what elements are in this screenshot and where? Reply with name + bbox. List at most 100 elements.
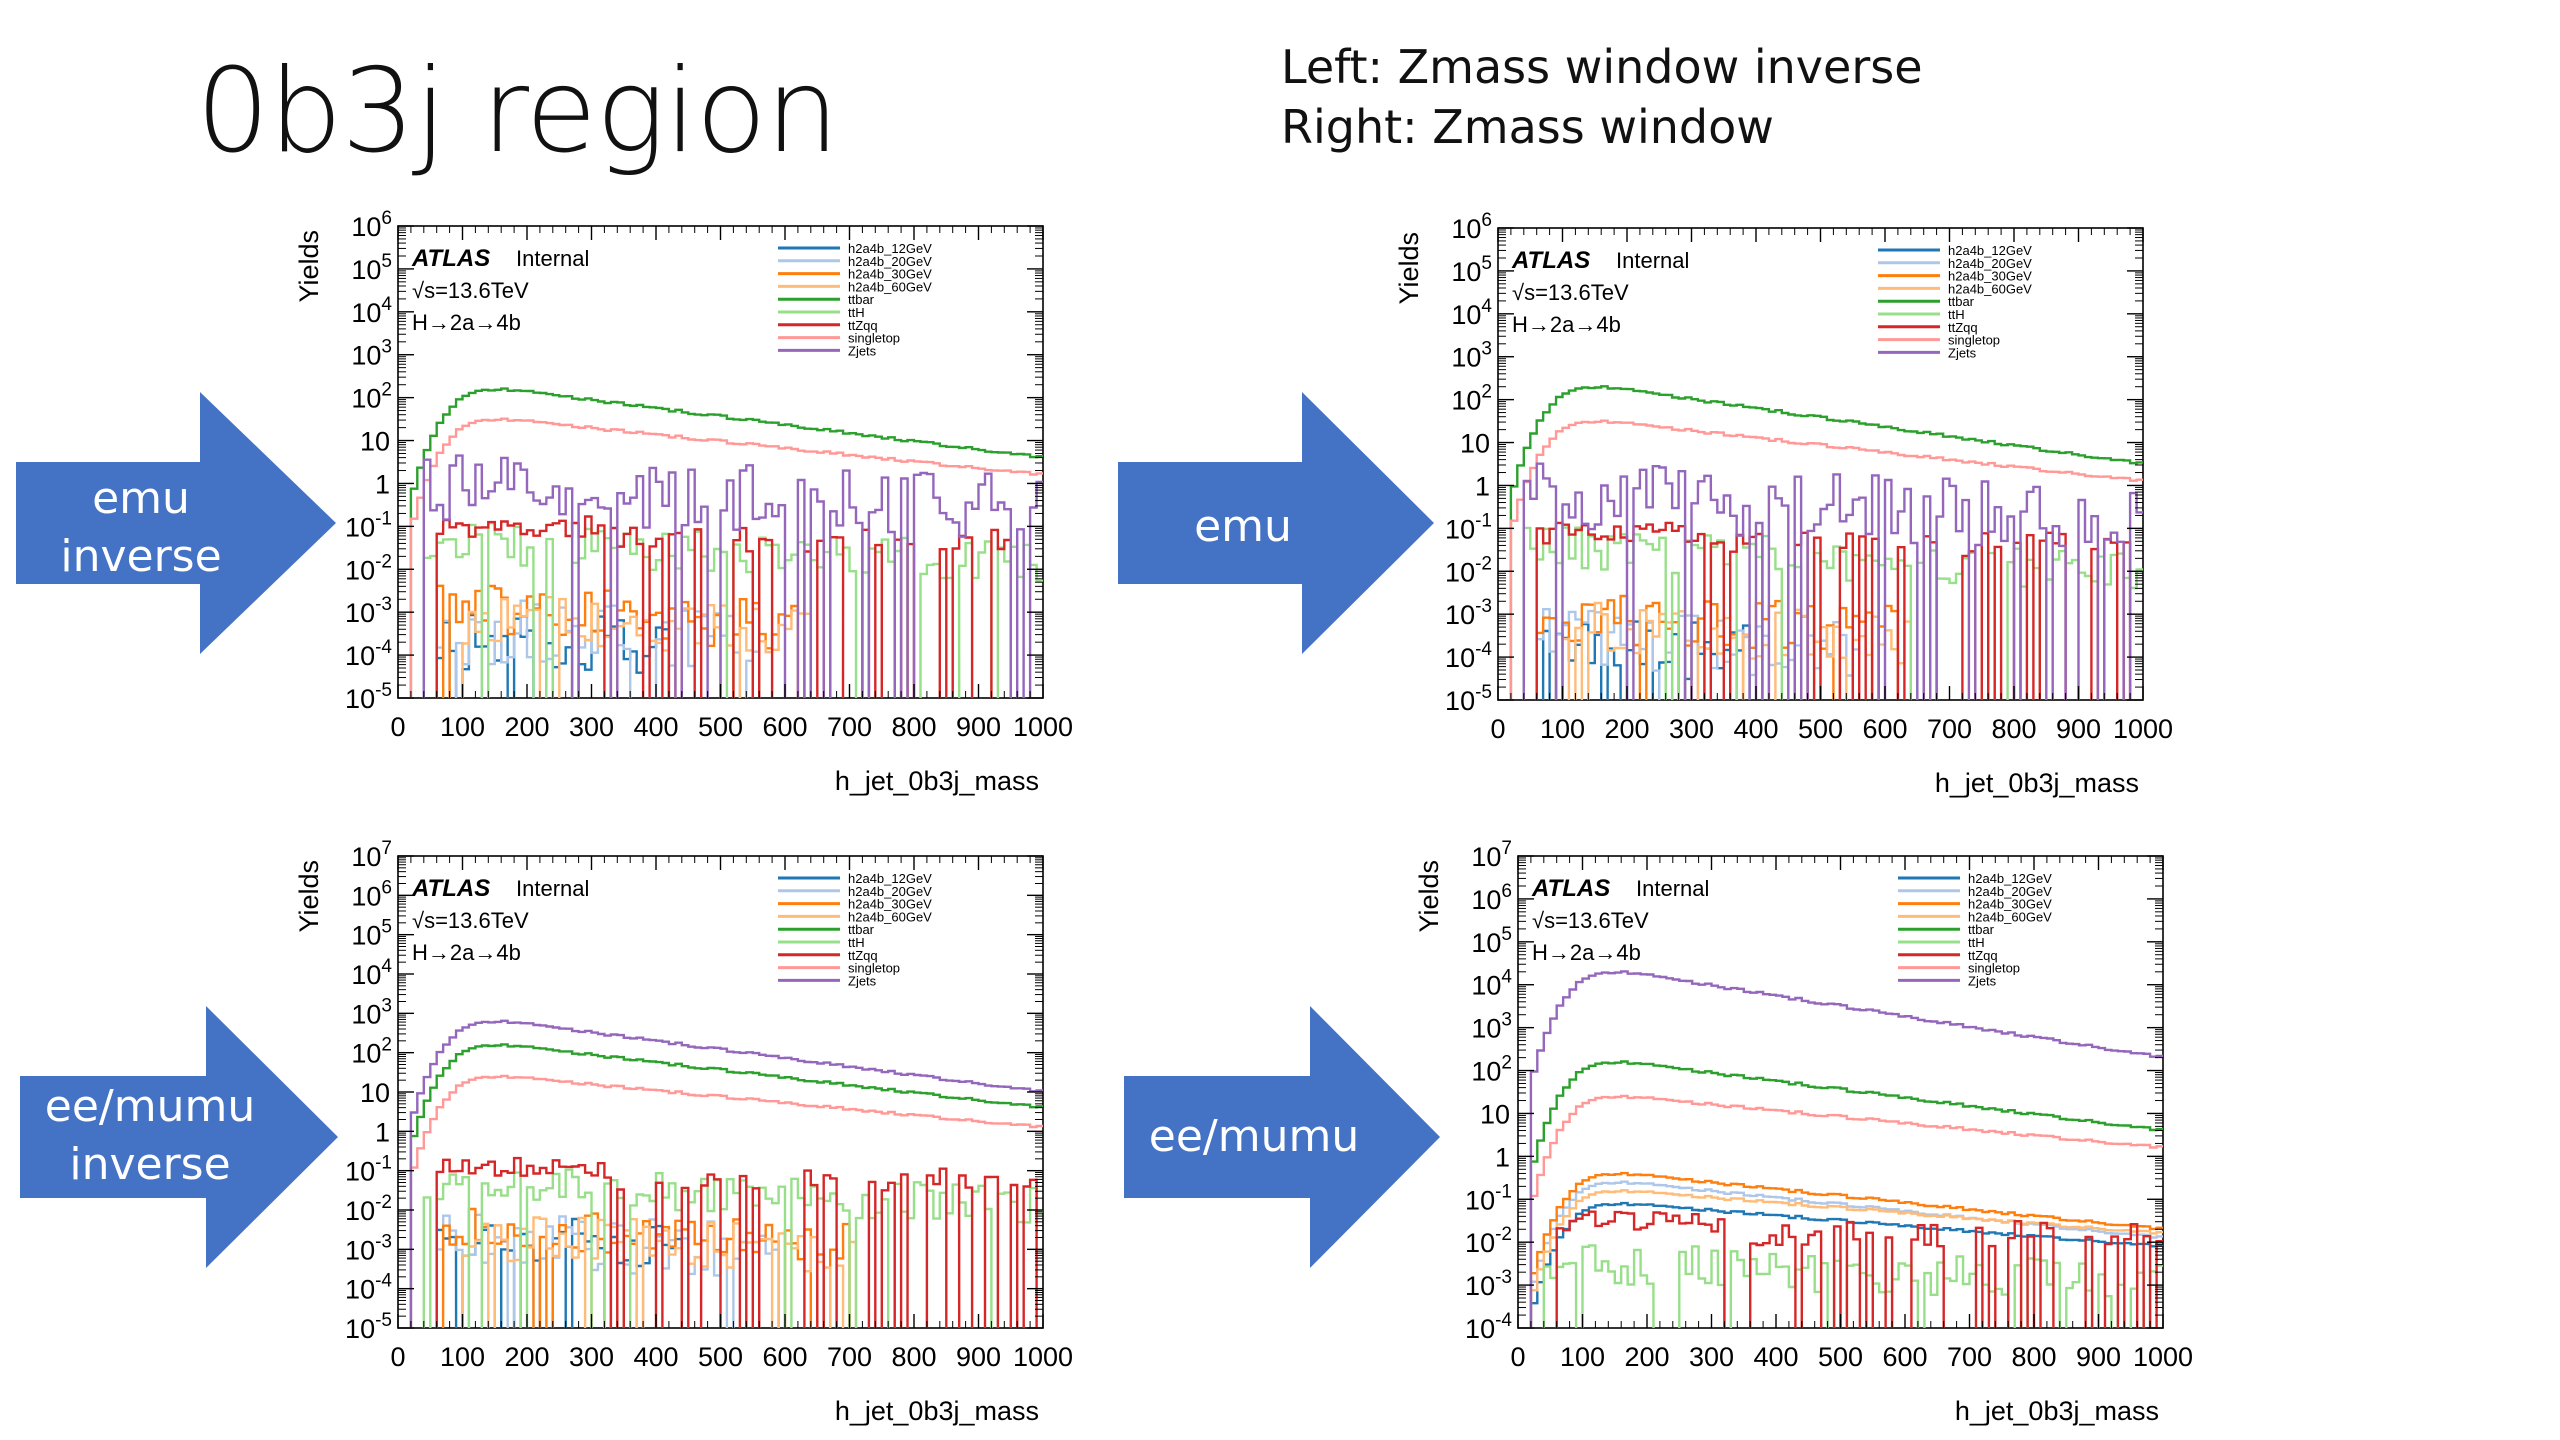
legend-entry: h2a4b_12GeV xyxy=(848,241,932,256)
arrow-emu-inverse xyxy=(16,392,336,654)
legend-entry: ttH xyxy=(848,305,865,320)
arrow-label-line: ee/mumu xyxy=(44,1081,256,1132)
x-tick-label: 900 xyxy=(956,712,1001,742)
slide-title: 0b3j region xyxy=(196,44,839,179)
x-tick-label: 1000 xyxy=(2133,1342,2193,1372)
x-tick-label: 600 xyxy=(762,712,807,742)
legend-entry: h2a4b_20GeV xyxy=(848,254,932,269)
x-tick-label: 0 xyxy=(1490,714,1505,744)
legend-entry: ttbar xyxy=(848,292,875,307)
atlas-status: Internal xyxy=(516,876,589,901)
legend-entry: h2a4b_30GeV xyxy=(1968,897,2052,912)
legend-entry: ttH xyxy=(848,935,865,950)
legend-entry: h2a4b_60GeV xyxy=(1948,281,2032,296)
x-tick-label: 0 xyxy=(390,1342,405,1372)
y-tick-label: 1 xyxy=(1475,471,1490,501)
arrow-shape xyxy=(16,392,336,654)
y-tick-label: 10-1 xyxy=(345,508,392,542)
legend-entry: h2a4b_12GeV xyxy=(1968,871,2052,886)
x-tick-label: 300 xyxy=(1689,1342,1734,1372)
series-singletop xyxy=(409,417,1043,698)
y-tick-label: 10-4 xyxy=(1445,639,1492,673)
x-axis-label: h_jet_0b3j_mass xyxy=(835,1396,1039,1426)
series-singletop xyxy=(409,1074,1043,1328)
atlas-status: Internal xyxy=(1616,248,1689,273)
legend-entry: ttZqq xyxy=(1948,320,1978,335)
atlas-label: ATLAS xyxy=(411,245,490,272)
y-tick-label: 10-2 xyxy=(1445,553,1492,587)
x-tick-label: 600 xyxy=(1882,1342,1927,1372)
y-tick-label: 10-1 xyxy=(1445,510,1492,544)
legend-entry: ttbar xyxy=(1968,922,1995,937)
series-h2a4b_60GeV xyxy=(461,1216,858,1328)
x-tick-label: 900 xyxy=(2076,1342,2121,1372)
series-h2a4b_60GeV xyxy=(1529,1189,2163,1328)
x-tick-label: 300 xyxy=(1669,714,1714,744)
y-tick-label: 105 xyxy=(351,917,392,951)
x-tick-label: 600 xyxy=(762,1342,807,1372)
x-tick-label: 700 xyxy=(827,712,872,742)
legend-entry: h2a4b_30GeV xyxy=(848,897,932,912)
y-tick-label: 10-5 xyxy=(1445,682,1492,716)
x-tick-label: 700 xyxy=(827,1342,872,1372)
y-tick-label: 107 xyxy=(351,838,392,872)
y-tick-label: 105 xyxy=(1471,924,1512,958)
energy-label: √s=13.6TeV xyxy=(1512,280,1629,305)
x-tick-label: 1000 xyxy=(1013,712,1073,742)
y-tick-label: 104 xyxy=(1451,296,1492,330)
arrow-label-emu-inverse: emu inverse xyxy=(16,470,266,586)
legend-entry: ttZqq xyxy=(848,948,878,963)
y-tick-label: 1 xyxy=(375,1117,390,1147)
legend-entry: Zjets xyxy=(1948,345,1977,360)
legend-entry: singletop xyxy=(1968,961,2020,976)
x-tick-label: 100 xyxy=(1560,1342,1605,1372)
y-tick-label: 10 xyxy=(360,427,390,457)
legend-entry: h2a4b_12GeV xyxy=(848,871,932,886)
series-ttZqq xyxy=(435,1156,1038,1328)
series-h2a4b_20GeV xyxy=(1529,1180,2163,1328)
y-tick-label: 10-2 xyxy=(345,1192,392,1226)
x-tick-label: 0 xyxy=(390,712,405,742)
legend-entry: Zjets xyxy=(848,343,877,358)
y-tick-label: 10-2 xyxy=(345,551,392,585)
atlas-status: Internal xyxy=(516,246,589,271)
y-tick-label: 102 xyxy=(351,380,392,414)
y-tick-label: 106 xyxy=(351,208,392,242)
y-tick-label: 1 xyxy=(375,469,390,499)
legend-entry: ttZqq xyxy=(1968,948,1998,963)
y-tick-label: 105 xyxy=(1451,253,1492,287)
y-tick-label: 10-3 xyxy=(345,1231,392,1265)
legend-entry: h2a4b_60GeV xyxy=(848,279,932,294)
arrow-label-line: inverse xyxy=(60,531,222,582)
y-tick-label: 104 xyxy=(351,294,392,328)
series-h2a4b_12GeV xyxy=(1529,1201,2163,1328)
y-tick-label: 10 xyxy=(1480,1099,1510,1129)
legend-entry: ttZqq xyxy=(848,318,878,333)
x-tick-label: 1000 xyxy=(2113,714,2173,744)
x-tick-label: 200 xyxy=(504,712,549,742)
y-tick-label: 10-3 xyxy=(345,594,392,628)
y-tick-label: 10-3 xyxy=(1465,1267,1512,1301)
x-tick-label: 700 xyxy=(1947,1342,1992,1372)
series-Zjets xyxy=(422,454,1043,698)
chart-eemumu-inverse: 0 100 200 300 400 500 600 700 800 900 1000 10-5 10-4… xyxy=(294,838,1073,1426)
x-tick-label: 100 xyxy=(1540,714,1585,744)
legend-entry: h2a4b_30GeV xyxy=(1948,269,2032,284)
atlas-status: Internal xyxy=(1636,876,1709,901)
legend-entry: Zjets xyxy=(1968,973,1997,988)
series-ttZqq xyxy=(1555,1210,2163,1328)
x-tick-label: 400 xyxy=(633,712,678,742)
y-tick-label: 10-1 xyxy=(345,1153,392,1187)
x-axis-label: h_jet_0b3j_mass xyxy=(1935,768,2139,798)
legend-entry: h2a4b_60GeV xyxy=(848,909,932,924)
y-axis-label: Yields xyxy=(1394,232,1424,305)
series-ttH xyxy=(422,1168,1043,1328)
x-tick-label: 400 xyxy=(1753,1342,1798,1372)
process-label: H→2a→4b xyxy=(412,310,521,335)
atlas-label: ATLAS xyxy=(1531,875,1610,902)
x-tick-label: 1000 xyxy=(1013,1342,1073,1372)
arrow-shape xyxy=(1118,392,1434,654)
series-ttbar xyxy=(1509,385,2143,700)
x-tick-label: 300 xyxy=(569,1342,614,1372)
x-tick-label: 800 xyxy=(891,712,936,742)
